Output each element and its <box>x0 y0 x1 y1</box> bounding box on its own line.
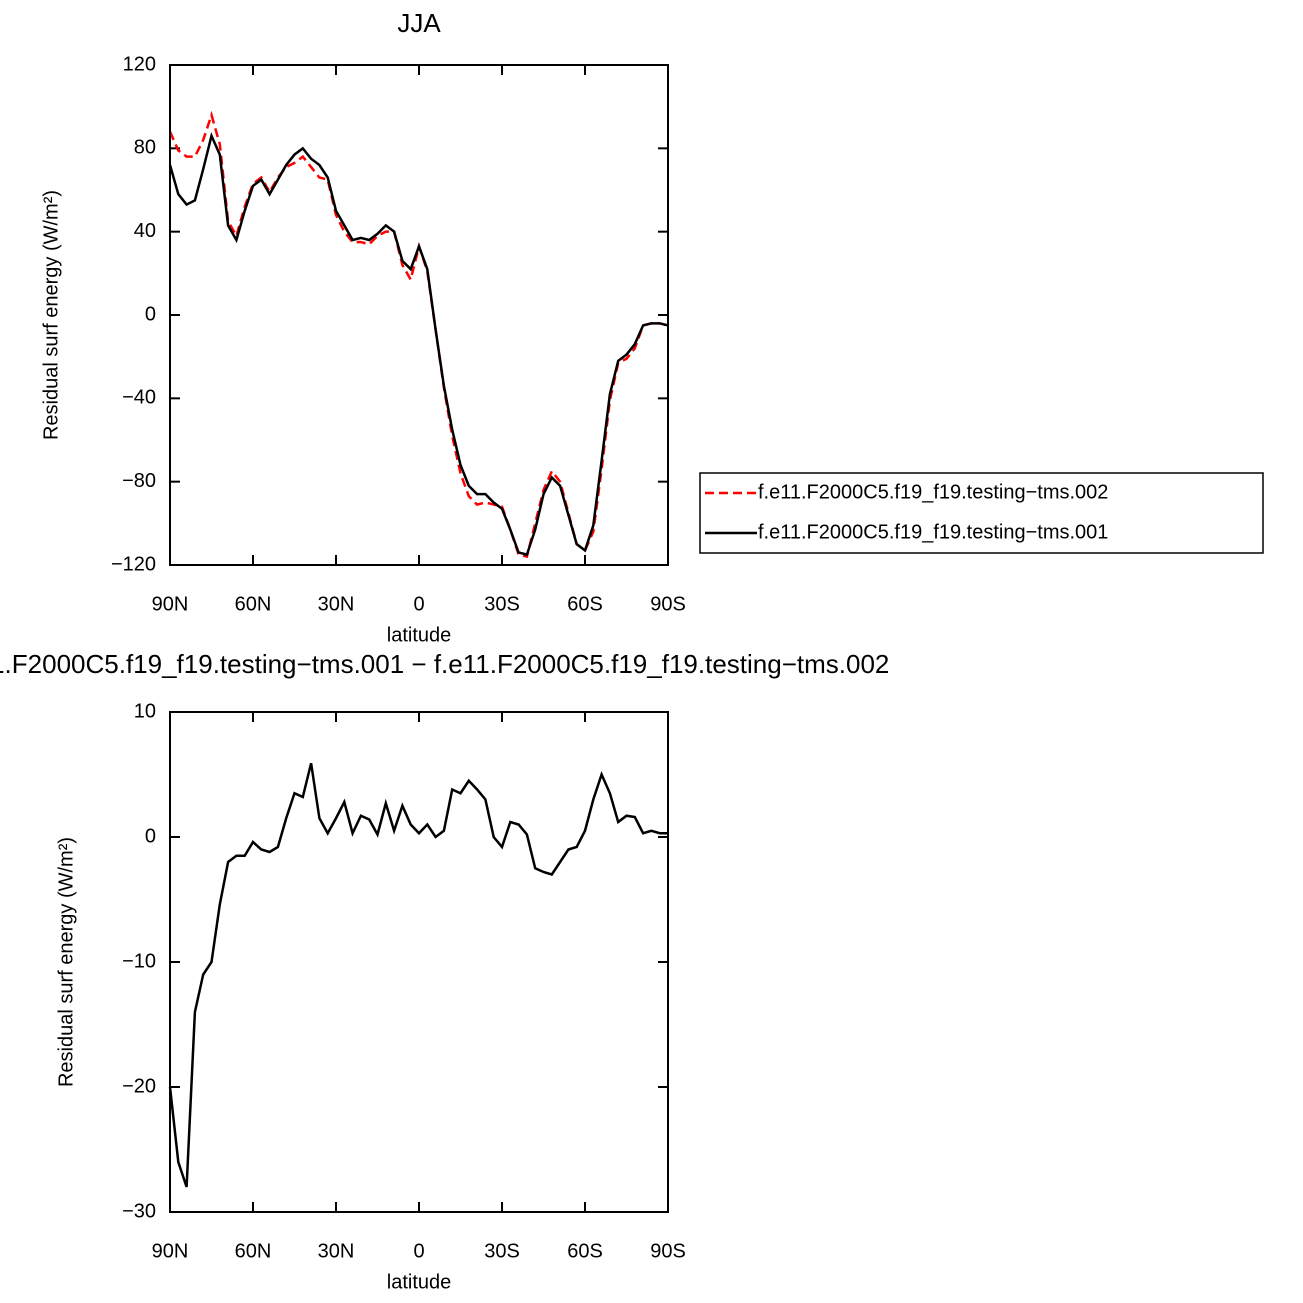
x-tick-label: 30N <box>318 593 355 615</box>
y-tick-label: −120 <box>111 553 156 575</box>
x-tick-label: 30N <box>318 1240 355 1262</box>
y-tick-label: 80 <box>134 137 156 159</box>
legend-label: f.e11.F2000C5.f19_f19.testing−tms.002 <box>758 481 1108 503</box>
x-tick-label: 30S <box>484 1240 520 1262</box>
y-tick-label: −80 <box>122 470 156 492</box>
y-tick-label: −30 <box>122 1200 156 1222</box>
plot-frame <box>169 711 669 1213</box>
x-axis-label: latitude <box>387 1271 452 1293</box>
data-line <box>168 762 668 1188</box>
x-axis-label: latitude <box>387 624 452 646</box>
y-axis-label: Residual surf energy (W/m²) <box>55 837 77 1087</box>
chart-title: f.e11.F2000C5.f19_f19.testing−tms.001 − … <box>0 649 889 679</box>
x-tick-label: 90S <box>650 1240 686 1262</box>
y-tick-label: −20 <box>122 1075 156 1097</box>
x-tick-label: 60N <box>235 593 272 615</box>
y-tick-label: 10 <box>134 700 156 722</box>
x-tick-label: 90S <box>650 593 686 615</box>
y-tick-label: 120 <box>123 53 156 75</box>
x-tick-label: 60S <box>567 1240 603 1262</box>
chart-title: JJA <box>397 8 441 38</box>
legend-box <box>699 472 1264 554</box>
y-tick-label: −10 <box>122 950 156 972</box>
data-line <box>168 131 669 557</box>
y-axis-label: Residual surf energy (W/m²) <box>40 190 62 440</box>
y-tick-label: −40 <box>122 387 156 409</box>
legend-label: f.e11.F2000C5.f19_f19.testing−tms.001 <box>758 521 1108 543</box>
x-tick-label: 0 <box>413 1240 424 1262</box>
y-tick-label: 0 <box>145 825 156 847</box>
x-tick-label: 30S <box>484 593 520 615</box>
y-tick-label: 0 <box>145 303 156 325</box>
x-tick-label: 60S <box>567 593 603 615</box>
plot-frame <box>169 64 669 566</box>
x-tick-label: 60N <box>235 1240 272 1262</box>
y-tick-label: 40 <box>134 220 156 242</box>
data-line <box>168 110 669 559</box>
x-tick-label: 0 <box>413 593 424 615</box>
x-tick-label: 90N <box>152 593 189 615</box>
x-tick-label: 90N <box>152 1240 189 1262</box>
